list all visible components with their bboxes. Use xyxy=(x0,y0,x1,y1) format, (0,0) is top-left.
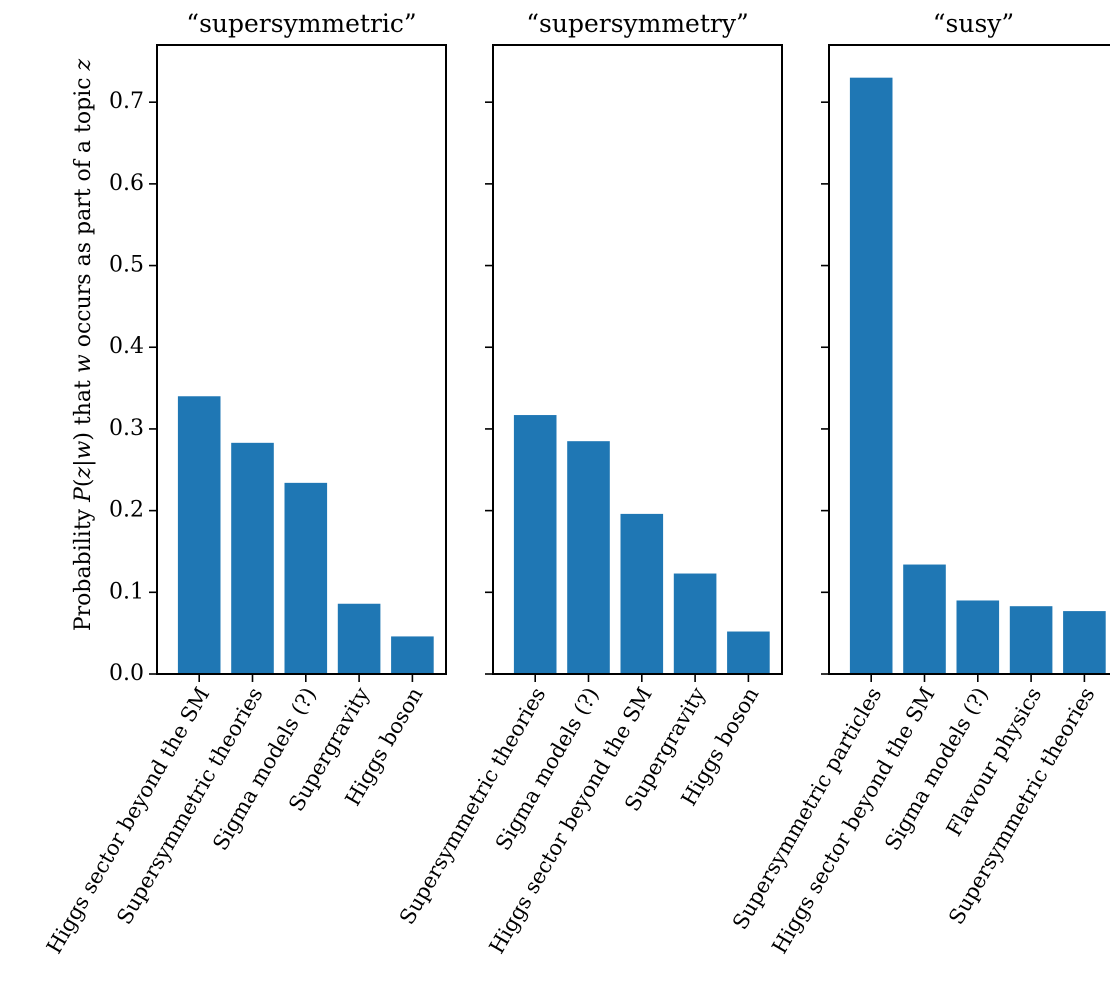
y-axis-label-part: occurs as part of a topic xyxy=(71,70,96,354)
y-axis-label-part: z xyxy=(71,467,96,480)
bar xyxy=(1063,611,1106,674)
panel-2: “supersymmetry”Supersymmetric theoriesSi… xyxy=(395,9,783,958)
panel-frame xyxy=(492,44,783,675)
y-axis-label-part: w xyxy=(71,441,96,460)
y-tick-label: 0.5 xyxy=(109,253,144,278)
panel-title: “supersymmetric” xyxy=(186,9,416,38)
y-axis-label: Probability P(z|w) that w occurs as part… xyxy=(71,58,96,631)
y-tick-label: 0.7 xyxy=(109,89,144,114)
panel-frame xyxy=(156,44,447,675)
panel-title: “susy” xyxy=(933,9,1014,38)
bar xyxy=(673,573,717,674)
y-tick-label: 0.1 xyxy=(109,579,144,604)
bar xyxy=(956,600,1000,674)
y-axis-label-part: ) that xyxy=(71,373,96,441)
y-tick-label: 0.2 xyxy=(109,498,144,523)
panel-1: “supersymmetric”Higgs sector beyond the … xyxy=(42,9,447,958)
y-tick-label: 0.4 xyxy=(109,334,144,359)
y-tick-label: 0.6 xyxy=(109,171,144,196)
y-axis-label-part: w xyxy=(71,354,96,373)
bar xyxy=(284,482,328,674)
bar xyxy=(1009,606,1053,674)
y-axis-label-part: | xyxy=(71,460,96,467)
y-axis-label-part: z xyxy=(71,58,96,71)
y-tick-label: 0.3 xyxy=(109,416,144,441)
y-tick-label: 0.0 xyxy=(109,661,144,686)
y-axis-label-part: Probability xyxy=(71,502,96,631)
panel-frame xyxy=(828,44,1110,675)
x-tick-label: Flavour physics xyxy=(942,683,1046,840)
bar xyxy=(567,441,610,674)
bar xyxy=(727,631,770,674)
panel-title: “supersymmetry” xyxy=(526,9,749,38)
y-axis-label-part: P xyxy=(71,486,96,503)
y-axis-label-part: ( xyxy=(71,479,96,488)
bar xyxy=(337,603,381,674)
bar xyxy=(513,415,557,674)
bar xyxy=(177,396,221,674)
bar xyxy=(620,513,664,674)
bar xyxy=(231,442,274,674)
bar xyxy=(903,564,946,674)
panels: “supersymmetric”Higgs sector beyond the … xyxy=(42,9,1110,958)
bar xyxy=(391,636,434,674)
bar xyxy=(849,77,893,675)
